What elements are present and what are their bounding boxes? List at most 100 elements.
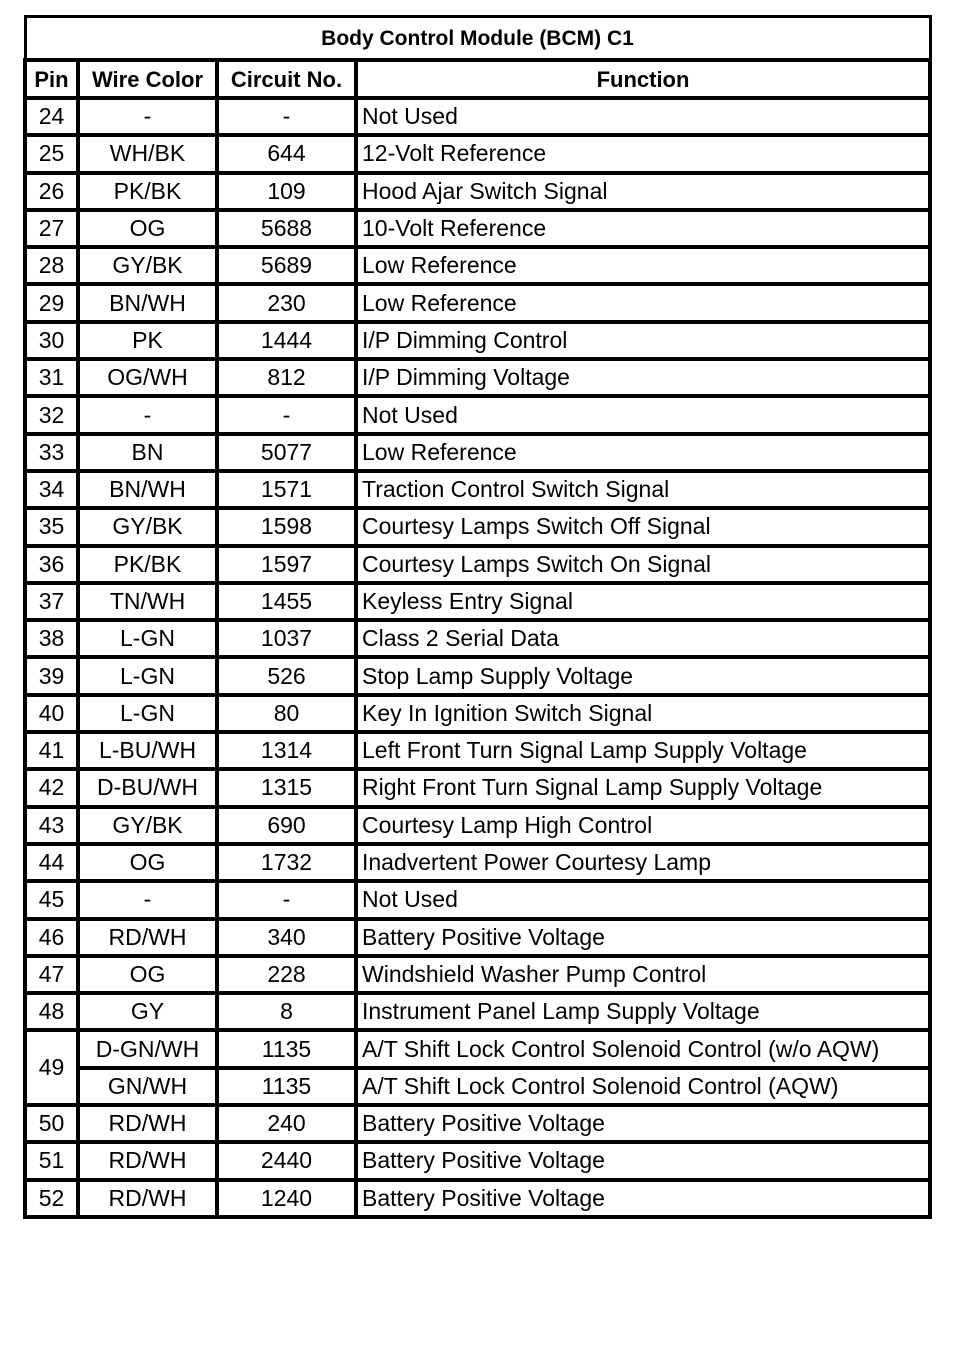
circuit-cell: 2440 [215,1140,358,1182]
table-row: 47 OG 228 Windshield Washer Pump Control [23,953,932,996]
function-cell: Windshield Washer Pump Control [354,953,932,996]
function-cell: I/P Dimming Voltage [354,357,932,399]
table-title: Body Control Module (BCM) C1 [23,15,932,62]
function-cell: Low Reference [354,431,932,473]
pin-cell: 28 [23,245,80,287]
function-cell: Battery Positive Voltage [354,1140,932,1182]
table-row: 39 L-GN 526 Stop Lamp Supply Voltage [23,655,932,697]
function-cell: Instrument Panel Lamp Supply Voltage [354,991,932,1033]
pin-cell: 49 [23,1028,80,1108]
circuit-cell: - [215,879,358,921]
function-cell: Not Used [354,95,932,138]
pin-cell: 32 [23,394,80,436]
wire-color-cell: TN/WH [76,580,219,623]
header-wire-color: Wire Color [76,58,219,100]
wire-color-cell: D-BU/WH [76,767,219,809]
function-cell: 10-Volt Reference [354,207,932,250]
wire-color-cell: OG/WH [76,357,219,399]
function-cell: Battery Positive Voltage [354,1177,932,1219]
pin-cell: 33 [23,431,80,473]
wire-color-cell: PK/BK [76,170,219,212]
wire-color-cell: D-GN/WH [76,1028,219,1070]
table-row: 32- - Not Used [23,394,932,436]
circuit-cell: 644 [215,133,358,175]
pin-cell: 36 [23,543,80,585]
circuit-cell: - [215,394,358,436]
table-row: 36 PK/BK 1597 Courtesy Lamps Switch On Sign… [23,543,932,585]
circuit-cell: 1444 [215,319,358,362]
table-row: 35 GY/BK 1598 Courtesy Lamps Switch Off Sig… [23,506,932,548]
function-cell: Right Front Turn Signal Lamp Supply Volt… [354,767,932,809]
table-row: 52 RD/WH 1240 Battery Positive Voltage [23,1177,932,1219]
header-function: Function [354,58,932,100]
table-row: 25 WH/BK 644 12-Volt Reference [23,133,932,175]
title-row: Body Control Module (BCM) C1 [23,15,932,62]
circuit-cell: 1598 [215,506,358,548]
circuit-cell: 1135 [215,1028,358,1070]
function-cell: Traction Control Switch Signal [354,468,932,511]
function-cell: A/T Shift Lock Control Solenoid Control … [354,1028,932,1070]
table-row: 33 BN 5077 Low Reference [23,431,932,473]
table-row: 51 RD/WH 2440 Battery Positive Voltage [23,1140,932,1182]
function-cell: Courtesy Lamps Switch On Signal [354,543,932,585]
pin-cell: 29 [23,282,80,324]
function-cell: Courtesy Lamps Switch Off Signal [354,506,932,548]
pin-cell: 35 [23,506,80,548]
circuit-cell: 1455 [215,580,358,623]
pin-cell: 27 [23,207,80,250]
function-cell: Battery Positive Voltage [354,1102,932,1145]
function-cell: Not Used [354,394,932,436]
function-cell: Stop Lamp Supply Voltage [354,655,932,697]
wire-color-cell: BN [76,431,219,473]
pin-cell: 41 [23,730,80,772]
function-cell: Inadvertent Power Courtesy Lamp [354,841,932,884]
wire-color-cell: L-GN [76,618,219,660]
pin-cell: 34 [23,468,80,511]
table-row: 28 GY/BK 5689 Low Reference [23,245,932,287]
function-cell: Keyless Entry Signal [354,580,932,623]
circuit-cell: 5689 [215,245,358,287]
bcm-connector-table: Body Control Module (BCM) C1 Pin Wire Co… [23,15,932,1219]
pin-cell: 39 [23,655,80,697]
function-cell: Key In Ignition Switch Signal [354,692,932,735]
table-row: 42 D-BU/WH 1315 Right Front Turn Signal Lam… [23,767,932,809]
wire-color-cell: BN/WH [76,282,219,324]
function-cell: Courtesy Lamp High Control [354,804,932,846]
table-row: 44 OG 1732 Inadvertent Power Courtesy Lamp [23,841,932,884]
pin-cell: 45 [23,879,80,921]
header-row: Pin Wire Color Circuit No. Function [23,58,932,100]
function-cell: Hood Ajar Switch Signal [354,170,932,212]
table-row: 40 L-GN 80 Key In Ignition Switch Signal [23,692,932,735]
wire-color-cell: L-GN [76,692,219,735]
wire-color-cell: PK/BK [76,543,219,585]
wire-color-cell: GY/BK [76,245,219,287]
pin-cell: 24 [23,95,80,138]
wire-color-cell: - [76,879,219,921]
wire-color-cell: WH/BK [76,133,219,175]
circuit-cell: 240 [215,1102,358,1145]
wire-color-cell: BN/WH [76,468,219,511]
table-row: 24- - Not Used [23,95,932,138]
circuit-cell: 5688 [215,207,358,250]
circuit-cell: 1314 [215,730,358,772]
function-cell: Left Front Turn Signal Lamp Supply Volta… [354,730,932,772]
pin-cell: 31 [23,357,80,399]
circuit-cell: 690 [215,804,358,846]
pin-cell: 42 [23,767,80,809]
wire-color-cell: GY/BK [76,506,219,548]
function-cell: I/P Dimming Control [354,319,932,362]
circuit-cell: - [215,95,358,138]
circuit-cell: 1732 [215,841,358,884]
function-cell: 12-Volt Reference [354,133,932,175]
wire-color-cell: L-BU/WH [76,730,219,772]
pin-cell: 52 [23,1177,80,1219]
circuit-cell: 1240 [215,1177,358,1219]
table-row: 38 L-GN 1037 Class 2 Serial Data [23,618,932,660]
wire-color-cell: OG [76,953,219,996]
wire-color-cell: OG [76,207,219,250]
circuit-cell: 8 [215,991,358,1033]
circuit-cell: 1571 [215,468,358,511]
table-row: 46 RD/WH 340 Battery Positive Voltage [23,916,932,958]
pin-cell: 44 [23,841,80,884]
wire-color-cell: PK [76,319,219,362]
